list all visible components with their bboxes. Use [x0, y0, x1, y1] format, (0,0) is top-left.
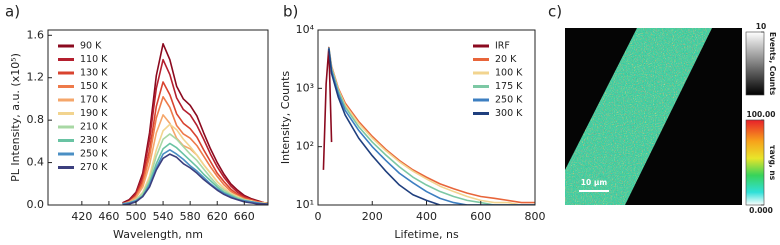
legend-label: 300 K [495, 108, 523, 119]
legend-label: 250 K [80, 149, 108, 160]
y-tick-label: 10⁴ [296, 23, 315, 36]
x-tick-label: 580 [180, 210, 201, 223]
y-tick-label: 0.4 [27, 156, 45, 169]
legend-label: 110 K [80, 54, 108, 65]
colorbar [745, 31, 765, 96]
legend-label: 150 K [80, 81, 108, 92]
panel-label: a) [5, 3, 20, 21]
legend-label: 20 K [495, 54, 517, 65]
legend-label: 130 K [80, 68, 108, 79]
colorbar-label: τavg, ns [768, 145, 777, 181]
scale-bar-label: 10 μm [581, 178, 608, 187]
colorbar [745, 119, 765, 206]
legend-label: 100 K [495, 68, 523, 79]
y-axis-label: Intensity, Counts [279, 71, 292, 165]
series-line [122, 153, 268, 205]
legend-label: 175 K [495, 81, 523, 92]
legend-label: 190 K [80, 108, 108, 119]
colorbar-tick-label: 10 [756, 22, 766, 31]
lifetime-speckle [565, 28, 712, 205]
legend-label: 210 K [80, 122, 108, 133]
colorbar-label: Events, Counts [768, 32, 777, 96]
y-tick-label: 10² [296, 140, 314, 153]
x-tick-label: 600 [470, 210, 491, 223]
legend-label: 230 K [80, 135, 108, 146]
plot-area [122, 42, 268, 205]
series-line [328, 47, 535, 205]
series-line [328, 47, 535, 205]
panel-label: c) [548, 3, 562, 21]
x-tick-label: 200 [362, 210, 383, 223]
x-tick-label: 540 [153, 210, 174, 223]
panel-label: b) [283, 3, 298, 21]
y-tick-label: 0.8 [27, 113, 45, 126]
plot-area [322, 46, 535, 205]
colorbar-tick-label: 0.000 [749, 206, 773, 215]
y-tick-label: 0.0 [27, 198, 45, 211]
y-axis-label: PL Intensity, a.u. (x10⁵) [9, 53, 22, 182]
x-tick-label: 460 [98, 210, 119, 223]
x-tick-label: 800 [525, 210, 546, 223]
series-line [122, 81, 268, 205]
x-tick-label: 620 [207, 210, 228, 223]
colorbar-tick-label: 100.00 [747, 110, 776, 119]
x-tick-label: 0 [315, 210, 322, 223]
x-tick-label: 500 [126, 210, 147, 223]
x-tick-label: 660 [234, 210, 255, 223]
series-line [328, 48, 535, 205]
y-tick-label: 1.2 [27, 71, 45, 84]
x-axis-label: Lifetime, ns [394, 228, 459, 241]
x-tick-label: 400 [416, 210, 437, 223]
series-line [322, 46, 333, 170]
legend-label: 90 K [80, 41, 102, 52]
legend-label: 270 K [80, 162, 108, 173]
y-tick-label: 1.6 [27, 28, 45, 41]
y-tick-label: 10¹ [296, 198, 314, 211]
y-tick-label: 10³ [296, 81, 314, 94]
series-line [122, 149, 268, 205]
legend-label: 250 K [495, 95, 523, 106]
x-axis-label: Wavelength, nm [113, 228, 203, 241]
legend-label: 170 K [80, 95, 108, 106]
legend-label: IRF [495, 41, 510, 52]
axis-frame [47, 29, 269, 206]
series-line [122, 42, 268, 204]
x-tick-label: 420 [71, 210, 92, 223]
